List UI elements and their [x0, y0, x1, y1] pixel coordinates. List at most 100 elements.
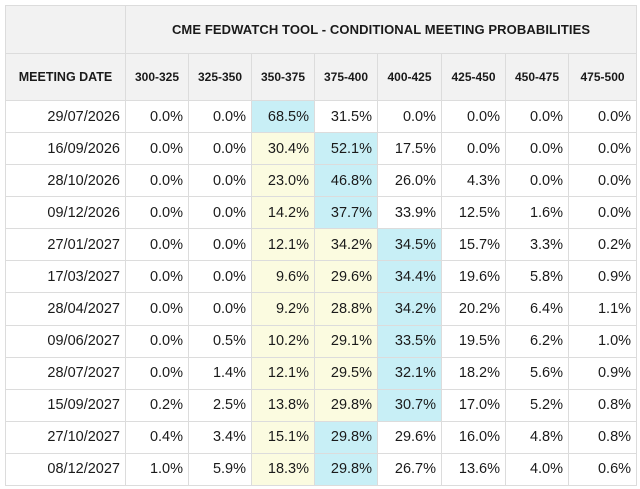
probability-cell: 5.2% [505, 388, 569, 422]
probability-cell: 0.8% [567, 388, 638, 422]
probability-cell: 23.0% [251, 164, 315, 198]
probability-cell: 0.0% [125, 292, 189, 326]
probability-cell: 0.0% [188, 132, 252, 166]
probability-cell: 34.2% [314, 228, 378, 262]
probability-cell: 34.2% [377, 292, 442, 326]
probability-cell: 0.0% [567, 99, 638, 134]
probability-cell: 16.0% [441, 420, 506, 454]
probability-cell: 30.4% [251, 132, 315, 166]
probability-cell: 10.2% [251, 324, 315, 358]
corner-cell [5, 5, 126, 54]
probability-cell: 0.0% [125, 196, 189, 230]
probability-cell: 29.1% [314, 324, 378, 358]
probability-cell: 0.0% [125, 260, 189, 294]
meeting-date-cell: 28/04/2027 [5, 292, 126, 326]
probability-cell: 0.0% [505, 99, 569, 134]
probability-cell: 29.6% [377, 420, 442, 454]
probability-cell: 4.8% [505, 420, 569, 454]
meeting-date-cell: 09/06/2027 [5, 324, 126, 358]
probability-cell: 0.0% [125, 99, 189, 134]
table-row: 09/12/2026 0.0% 0.0% 14.2% 37.7% 33.9% 12.5% 1.… [5, 196, 638, 230]
meeting-date-cell: 27/01/2027 [5, 228, 126, 262]
probability-cell: 0.4% [125, 420, 189, 454]
probability-cell: 17.5% [377, 132, 442, 166]
probability-cell: 5.9% [188, 452, 252, 487]
rate-range-header: 300-325 [125, 53, 189, 101]
probability-cell: 46.8% [314, 164, 378, 198]
probability-cell: 29.8% [314, 420, 378, 454]
table-row: 29/07/2026 0.0% 0.0% 68.5% 31.5% 0.0% 0.0% 0.0%… [5, 99, 638, 134]
probability-cell: 0.0% [441, 132, 506, 166]
probability-cell: 37.7% [314, 196, 378, 230]
probability-cell: 0.2% [567, 228, 638, 262]
probability-cell: 2.5% [188, 388, 252, 422]
probability-cell: 29.6% [314, 260, 378, 294]
table-row: 28/04/2027 0.0% 0.0% 9.2% 28.8% 34.2% 20.2% 6.4… [5, 292, 638, 326]
probability-cell: 31.5% [314, 99, 378, 134]
probability-cell: 3.3% [505, 228, 569, 262]
probability-cell: 1.0% [567, 324, 638, 358]
table-row: 28/07/2027 0.0% 1.4% 12.1% 29.5% 32.1% 18.2% 5.… [5, 356, 638, 390]
probability-cell: 0.0% [188, 99, 252, 134]
probability-cell: 9.2% [251, 292, 315, 326]
rate-range-header: 350-375 [251, 53, 315, 101]
table-row: 27/01/2027 0.0% 0.0% 12.1% 34.2% 34.5% 15.7% 3.… [5, 228, 638, 262]
rate-range-header: 450-475 [505, 53, 569, 101]
rate-range-header: 325-350 [188, 53, 252, 101]
rate-range-header: 400-425 [377, 53, 442, 101]
probability-cell: 0.0% [125, 228, 189, 262]
probability-cell: 29.5% [314, 356, 378, 390]
meeting-date-header: MEETING DATE [5, 53, 126, 101]
table-body: 29/07/2026 0.0% 0.0% 68.5% 31.5% 0.0% 0.0% 0.0%… [5, 99, 638, 487]
probability-cell: 0.0% [441, 99, 506, 134]
probability-cell: 0.0% [567, 132, 638, 166]
probability-cell: 4.0% [505, 452, 569, 487]
probability-cell: 20.2% [441, 292, 506, 326]
probability-cell: 0.6% [567, 452, 638, 487]
probability-cell: 34.5% [377, 228, 442, 262]
probability-cell: 6.4% [505, 292, 569, 326]
probability-cell: 1.0% [125, 452, 189, 487]
probability-cell: 29.8% [314, 388, 378, 422]
table-row: 28/10/2026 0.0% 0.0% 23.0% 46.8% 26.0% 4.3% 0.0… [5, 164, 638, 198]
probability-cell: 0.9% [567, 356, 638, 390]
meeting-date-cell: 29/07/2026 [5, 99, 126, 134]
probability-cell: 0.0% [188, 228, 252, 262]
probability-cell: 26.7% [377, 452, 442, 487]
probability-cell: 12.5% [441, 196, 506, 230]
probability-cell: 33.9% [377, 196, 442, 230]
probability-cell: 12.1% [251, 228, 315, 262]
probability-cell: 15.1% [251, 420, 315, 454]
probability-cell: 0.0% [505, 164, 569, 198]
probability-cell: 4.3% [441, 164, 506, 198]
probability-cell: 19.5% [441, 324, 506, 358]
probability-cell: 5.6% [505, 356, 569, 390]
table-row: 15/09/2027 0.2% 2.5% 13.8% 29.8% 30.7% 17.0% 5.… [5, 388, 638, 422]
table-row: 27/10/2027 0.4% 3.4% 15.1% 29.8% 29.6% 16.0% 4.… [5, 420, 638, 454]
probability-cell: 12.1% [251, 356, 315, 390]
meeting-date-cell: 28/10/2026 [5, 164, 126, 198]
probability-cell: 33.5% [377, 324, 442, 358]
probability-cell: 0.0% [125, 164, 189, 198]
title-row: CME FEDWATCH TOOL - CONDITIONAL MEETING … [5, 5, 638, 54]
table-row: 08/12/2027 1.0% 5.9% 18.3% 29.8% 26.7% 13.6% 4.… [5, 452, 638, 487]
probability-cell: 32.1% [377, 356, 442, 390]
probability-cell: 1.4% [188, 356, 252, 390]
probability-cell: 13.6% [441, 452, 506, 487]
probability-cell: 0.0% [188, 196, 252, 230]
table-row: 16/09/2026 0.0% 0.0% 30.4% 52.1% 17.5% 0.0% 0.0… [5, 132, 638, 166]
probability-cell: 68.5% [251, 99, 315, 134]
probability-cell: 5.8% [505, 260, 569, 294]
probability-cell: 1.6% [505, 196, 569, 230]
probability-cell: 15.7% [441, 228, 506, 262]
probability-cell: 34.4% [377, 260, 442, 294]
probability-cell: 26.0% [377, 164, 442, 198]
probability-cell: 0.0% [188, 260, 252, 294]
column-header-row: MEETING DATE 300-325 325-350 350-375 375-40… [5, 53, 638, 101]
meeting-date-cell: 08/12/2027 [5, 452, 126, 487]
probability-cell: 3.4% [188, 420, 252, 454]
rate-range-header: 475-500 [567, 53, 638, 101]
probability-cell: 0.0% [125, 324, 189, 358]
table-row: 17/03/2027 0.0% 0.0% 9.6% 29.6% 34.4% 19.6% 5.8… [5, 260, 638, 294]
meeting-date-cell: 27/10/2027 [5, 420, 126, 454]
